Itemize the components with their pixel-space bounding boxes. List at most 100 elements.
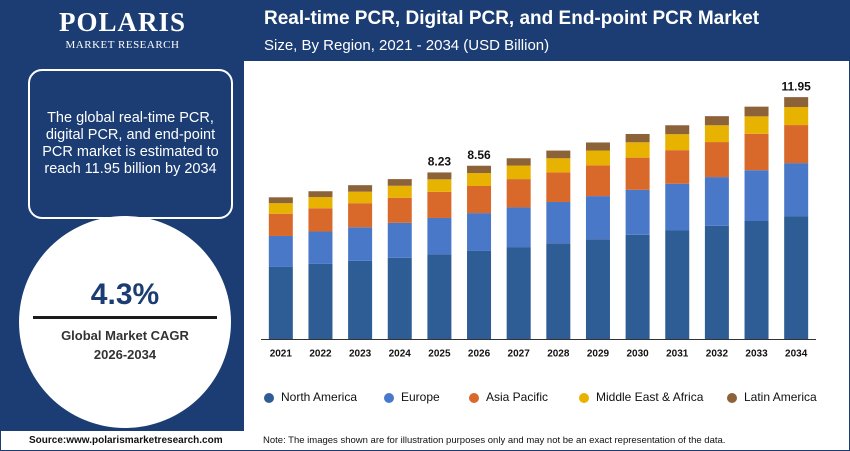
bar-segment bbox=[585, 165, 610, 197]
bar-segment bbox=[665, 150, 690, 184]
bar-segment bbox=[427, 179, 452, 192]
total-label: 11.95 bbox=[781, 79, 811, 93]
bar-segment bbox=[467, 173, 492, 186]
total-label: 8.23 bbox=[428, 155, 452, 169]
bar-segment bbox=[348, 260, 373, 339]
bar-segment bbox=[704, 125, 729, 143]
bar-segment bbox=[744, 116, 769, 134]
bar-segment bbox=[704, 225, 729, 339]
bar-segment bbox=[585, 142, 610, 151]
bar-segment bbox=[348, 185, 373, 192]
bar-segment bbox=[387, 197, 412, 223]
bar-segment bbox=[784, 125, 809, 164]
x-tick-label: 2033 bbox=[745, 349, 768, 360]
bar-segment bbox=[665, 134, 690, 151]
bar-segment bbox=[546, 201, 571, 244]
chart: 2021 2022 2023 2024 2025 8.23 2026 8.56 2027 2028… bbox=[261, 79, 817, 404]
bar-segment bbox=[506, 179, 531, 208]
legend-marker bbox=[727, 393, 737, 403]
bar-segment bbox=[506, 165, 531, 180]
bar-segment bbox=[268, 266, 293, 339]
bar-segment bbox=[506, 207, 531, 248]
x-tick-label: 2026 bbox=[468, 349, 491, 360]
bar-segment bbox=[744, 133, 769, 171]
bar-segment bbox=[268, 203, 293, 214]
header: Real-time PCR, Digital PCR, and End-poin… bbox=[244, 1, 849, 61]
x-tick-label: 2021 bbox=[270, 349, 293, 360]
bar-segment bbox=[625, 234, 650, 339]
bar-segment bbox=[427, 217, 452, 255]
bar-segment bbox=[784, 163, 809, 217]
bar-segment bbox=[387, 222, 412, 258]
cagr-label: Global Market CAGR bbox=[61, 328, 189, 343]
bar-segment bbox=[744, 170, 769, 222]
bar-segment bbox=[308, 191, 333, 198]
chart-subtitle: Size, By Region, 2021 - 2034 (USD Billio… bbox=[264, 37, 550, 54]
bar-segment bbox=[308, 197, 333, 209]
legend-label: Europe bbox=[401, 390, 440, 404]
x-tick-label: 2028 bbox=[547, 349, 570, 360]
x-tick-label: 2024 bbox=[389, 349, 412, 360]
bar-segment bbox=[348, 227, 373, 261]
cagr-period: 2026-2034 bbox=[93, 347, 157, 362]
x-tick-label: 2025 bbox=[428, 349, 451, 360]
bar-segment bbox=[506, 247, 531, 339]
brand-tagline: MARKET RESEARCH bbox=[65, 39, 180, 51]
side-panel: POLARIS MARKET RESEARCH The global real-… bbox=[1, 1, 244, 431]
bar-segment bbox=[546, 158, 571, 173]
footer: Source:www.polarismarketresearch.com Not… bbox=[1, 431, 849, 450]
bar-segment bbox=[585, 239, 610, 339]
bar-segment bbox=[427, 191, 452, 218]
bar-segment bbox=[308, 208, 333, 232]
bar-segment bbox=[665, 230, 690, 339]
legend-marker bbox=[469, 393, 479, 403]
summary-text: The global real-time PCR, digital PCR, a… bbox=[42, 110, 219, 177]
legend-marker bbox=[579, 393, 589, 403]
cagr-circle: 4.3% Global Market CAGR 2026-2034 bbox=[19, 216, 231, 428]
bar-segment bbox=[585, 196, 610, 240]
source: Source:www.polarismarketresearch.com bbox=[29, 435, 223, 446]
legend-label: Latin America bbox=[744, 390, 817, 404]
bar-segment bbox=[784, 216, 809, 339]
bar-segment bbox=[625, 142, 650, 158]
legend-label: North America bbox=[281, 390, 357, 404]
bar-segment bbox=[546, 150, 571, 159]
bar-segment bbox=[665, 125, 690, 135]
bar-segment bbox=[784, 97, 809, 108]
bar-segment bbox=[744, 221, 769, 339]
chart-title: Real-time PCR, Digital PCR, and End-poin… bbox=[264, 8, 760, 29]
bar-segment bbox=[704, 177, 729, 226]
bar-segment bbox=[585, 150, 610, 166]
brand-name: POLARIS bbox=[58, 7, 187, 37]
x-tick-label: 2023 bbox=[349, 349, 372, 360]
x-tick-label: 2030 bbox=[626, 349, 649, 360]
bar-segment bbox=[506, 158, 531, 166]
bar-segment bbox=[625, 189, 650, 235]
bar-segment bbox=[546, 243, 571, 339]
bar-segment bbox=[387, 185, 412, 198]
total-label: 8.56 bbox=[467, 148, 491, 162]
bar-segment bbox=[268, 213, 293, 236]
legend-marker bbox=[264, 393, 274, 403]
legend-label: Middle East & Africa bbox=[596, 390, 704, 404]
bar-segment bbox=[348, 191, 373, 204]
bar-segment bbox=[427, 172, 452, 180]
divider bbox=[33, 316, 217, 319]
bar-segment bbox=[467, 185, 492, 214]
x-tick-label: 2032 bbox=[706, 349, 729, 360]
bar-segment bbox=[625, 133, 650, 143]
x-tick-label: 2022 bbox=[309, 349, 332, 360]
bar-segment bbox=[467, 165, 492, 174]
x-tick-label: 2031 bbox=[666, 349, 689, 360]
bar-segment bbox=[348, 203, 373, 228]
bar-segment bbox=[546, 172, 571, 202]
bar-segment bbox=[744, 106, 769, 117]
bar-segment bbox=[427, 254, 452, 339]
bar-segment bbox=[268, 197, 293, 204]
bar-segment bbox=[268, 235, 293, 267]
bar-segment bbox=[387, 257, 412, 339]
x-tick-label: 2027 bbox=[508, 349, 531, 360]
bar-segment bbox=[308, 263, 333, 339]
legend-label: Asia Pacific bbox=[486, 390, 548, 404]
